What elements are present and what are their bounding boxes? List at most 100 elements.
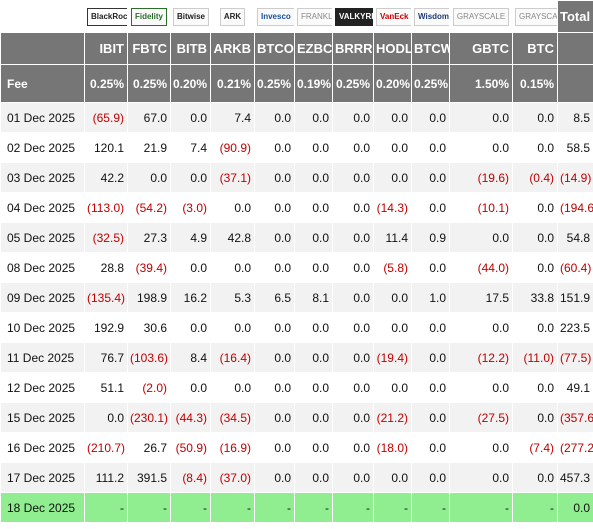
flow-cell: 0.0 <box>254 132 295 163</box>
flow-cell: (3.0) <box>170 192 211 223</box>
flow-cell: 6.5 <box>254 282 295 313</box>
flow-cell: 0.0 <box>332 132 374 163</box>
fee-value: 0.25% <box>254 64 295 103</box>
flow-cell: (210.7) <box>84 432 128 463</box>
flow-cell: 0.0 <box>254 402 295 433</box>
flow-cell: - <box>512 492 558 523</box>
issuer-logo-cell: GRAYSCALE <box>512 0 558 33</box>
flow-cell: (11.0) <box>512 342 558 373</box>
flow-cell: 0.0 <box>332 192 374 223</box>
flow-cell: 27.3 <box>127 222 171 253</box>
flow-cell: 0.0 <box>512 372 558 403</box>
flow-cell: 0.0 <box>449 432 513 463</box>
flow-cell: 8.1 <box>294 282 333 313</box>
flow-cell: 0.0 <box>449 462 513 493</box>
table-row: 05 Dec 2025 (32.5) 27.3 4.9 42.8 0.0 0.0 0.0 11.… <box>0 222 593 253</box>
total-header: Total <box>557 0 593 33</box>
flow-cell: 76.7 <box>84 342 128 373</box>
flow-cell: - <box>449 492 513 523</box>
flow-cell: 0.0 <box>332 222 374 253</box>
flow-cell: 0.0 <box>170 252 211 283</box>
flow-cell: 42.2 <box>84 162 128 193</box>
flow-cell: 0.0 <box>512 312 558 343</box>
flow-cell: 120.1 <box>84 132 128 163</box>
flow-cell: 4.9 <box>170 222 211 253</box>
ticker-header: BTCO <box>254 32 295 65</box>
ticker-header: HODL <box>373 32 412 65</box>
row-total: 151.9 <box>557 282 593 313</box>
flow-cell: (37.0) <box>210 462 255 493</box>
fee-value: 0.25% <box>127 64 171 103</box>
flow-cell: - <box>254 492 295 523</box>
flow-cell: 1.0 <box>411 282 450 313</box>
row-total: 457.3 <box>557 462 593 493</box>
flow-cell: (39.4) <box>127 252 171 283</box>
flow-cell: 0.0 <box>332 372 374 403</box>
flow-cell: 0.0 <box>512 222 558 253</box>
flow-cell: 0.0 <box>254 312 295 343</box>
issuer-logo-cell: ARK <box>210 0 255 33</box>
flow-cell: 0.0 <box>294 192 333 223</box>
ticker-header: ARKB <box>210 32 255 65</box>
issuer-logo-cell: VanEck <box>373 0 412 33</box>
flow-cell: 11.4 <box>373 222 412 253</box>
ticker-header-row: IBIT FBTC BITB ARKB BTCO EZBC BRRR HODL BTCW GBTC… <box>0 32 593 65</box>
flow-cell: 0.0 <box>332 282 374 313</box>
flow-cell: - <box>127 492 171 523</box>
ticker-corner-cell <box>0 32 85 65</box>
fee-value: 0.25% <box>84 64 128 103</box>
flow-cell: (0.4) <box>512 162 558 193</box>
flow-cell: 0.0 <box>411 192 450 223</box>
flow-cell: 0.0 <box>294 402 333 433</box>
row-total: 49.1 <box>557 372 593 403</box>
flow-cell: 0.0 <box>512 252 558 283</box>
flow-cell: 0.0 <box>411 372 450 403</box>
flow-cell: (32.5) <box>84 222 128 253</box>
flow-cell: (37.1) <box>210 162 255 193</box>
flow-cell: 0.0 <box>411 102 450 133</box>
flow-cell: 0.0 <box>254 372 295 403</box>
flow-cell: 0.0 <box>332 312 374 343</box>
row-total: (60.4) <box>557 252 593 283</box>
flow-cell: 0.0 <box>411 132 450 163</box>
ticker-header: IBIT <box>84 32 128 65</box>
table-row: 01 Dec 2025 (65.9) 67.0 0.0 7.4 0.0 0.0 0.0 0.0 0… <box>0 102 593 133</box>
fee-label: Fee <box>0 64 85 103</box>
flow-cell: 28.8 <box>84 252 128 283</box>
flow-cell: 0.0 <box>332 432 374 463</box>
flow-cell: (44.3) <box>170 402 211 433</box>
issuer-logo-cell: WisdomTree <box>411 0 450 33</box>
flow-cell: (16.9) <box>210 432 255 463</box>
table-row: 04 Dec 2025 (113.0) (54.2) (3.0) 0.0 0.0 0.0 0.… <box>0 192 593 223</box>
flow-cell: 111.2 <box>84 462 128 493</box>
row-date: 18 Dec 2025 <box>0 492 85 523</box>
flow-cell: 0.0 <box>170 102 211 133</box>
issuer-logo-cell: Bitwise <box>170 0 211 33</box>
flow-cell: 0.0 <box>373 462 412 493</box>
flow-cell: (34.5) <box>210 402 255 433</box>
table-row: 12 Dec 2025 51.1 (2.0) 0.0 0.0 0.0 0.0 0.0 0.0 0.… <box>0 372 593 403</box>
row-date: 10 Dec 2025 <box>0 312 85 343</box>
fee-value: 0.20% <box>170 64 211 103</box>
flow-cell: (12.2) <box>449 342 513 373</box>
flow-cell: 0.0 <box>373 282 412 313</box>
row-total: (77.5) <box>557 342 593 373</box>
ticker-header: BTC <box>512 32 558 65</box>
flow-cell: 0.0 <box>294 252 333 283</box>
flow-cell: 51.1 <box>84 372 128 403</box>
table-row: 02 Dec 2025 120.1 21.9 7.4 (90.9) 0.0 0.0 0.0 0.… <box>0 132 593 163</box>
flow-cell: - <box>170 492 211 523</box>
issuer-logo-cell: FRANKLIN <box>294 0 333 33</box>
flow-cell: 198.9 <box>127 282 171 313</box>
issuer-logo-cell: VALKYRIE <box>332 0 374 33</box>
flow-cell: (54.2) <box>127 192 171 223</box>
flow-cell: 0.0 <box>332 162 374 193</box>
flow-cell: 0.0 <box>254 222 295 253</box>
flow-cell: 0.0 <box>332 342 374 373</box>
flow-cell: 0.9 <box>411 222 450 253</box>
flow-cell: 0.0 <box>332 402 374 433</box>
flow-cell: 0.0 <box>170 312 211 343</box>
row-total: (277.2) <box>557 432 593 463</box>
row-date: 09 Dec 2025 <box>0 282 85 313</box>
flow-cell: 67.0 <box>127 102 171 133</box>
